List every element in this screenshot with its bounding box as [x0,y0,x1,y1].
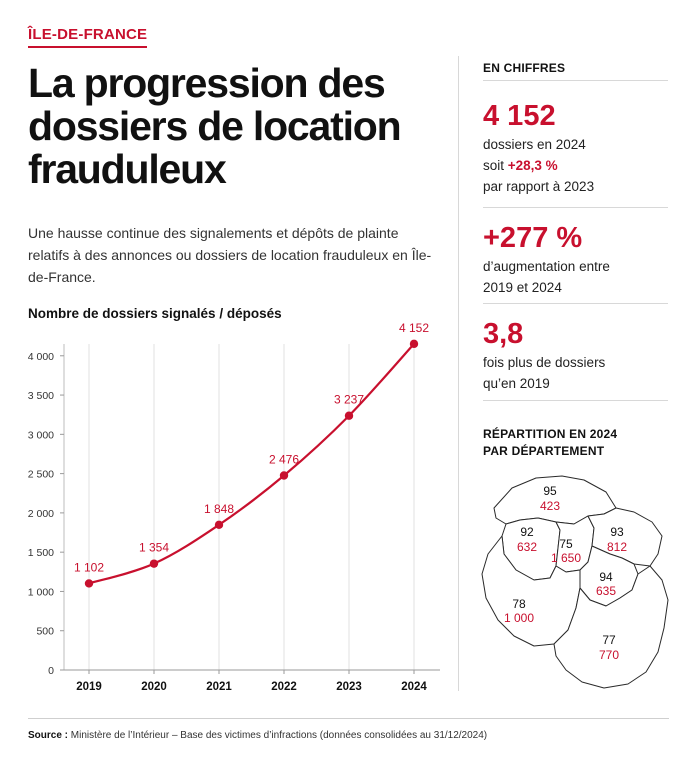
data-point [279,471,289,480]
data-label: 3 237 [334,393,364,407]
data-point [344,411,354,420]
map-heading-line: PAR DÉPARTEMENT [483,444,605,458]
y-tick-label: 2 500 [28,469,54,481]
y-tick-label: 1 000 [28,586,54,598]
department-shape-77 [553,565,669,689]
department-value-93: 812 [607,540,627,554]
sidebar-rule [483,207,668,208]
stat-description: dossiers en 2024 soit +28,3 % par rappor… [483,134,669,197]
stat-description: d’augmentation entre 2019 et 2024 [483,256,669,298]
department-value-92: 632 [517,540,537,554]
stat-block-growth: +277 % d’augmentation entre 2019 et 2024 [483,222,669,298]
data-point [409,339,419,349]
stat-highlight: +28,3 % [507,158,558,173]
y-tick-label: 500 [36,626,54,638]
stat-line: d’augmentation entre [483,259,610,274]
y-tick-label: 4 000 [28,351,54,363]
stat-block-2024: 4 152 dossiers en 2024 soit +28,3 % par … [483,100,669,197]
department-code-75: 75 [559,537,573,551]
department-value-75: 1 650 [551,551,581,565]
x-tick-label: 2023 [336,681,362,693]
department-value-95: 423 [540,499,560,513]
department-code-77: 77 [602,633,616,647]
map-heading-line: RÉPARTITION EN 2024 [483,427,618,441]
data-point [214,520,224,530]
map-heading: RÉPARTITION EN 2024 PAR DÉPARTEMENT [483,426,669,460]
stat-description: fois plus de dossiers qu’en 2019 [483,352,669,394]
stat-block-multiplier: 3,8 fois plus de dossiers qu’en 2019 [483,318,669,394]
y-tick-label: 3 000 [28,429,54,441]
x-tick-label: 2021 [206,681,232,693]
source-label: Source : [28,730,69,741]
source-text: Ministère de l’Intérieur – Base des vict… [68,730,488,741]
department-map: 95 423 92 632 75 1 650 93 812 94 635 78 … [481,475,669,689]
chart-title: Nombre de dossiers signalés / déposés [28,306,282,321]
y-tick-label: 1 500 [28,547,54,559]
page-title: La progression des dossiers de location … [28,60,402,192]
department-code-78: 78 [512,597,526,611]
stat-value: +277 % [483,222,583,254]
x-tick-label: 2020 [141,681,167,693]
series-line [87,342,416,585]
x-tick-label: 2022 [271,681,297,693]
stat-line: 2019 et 2024 [483,280,562,295]
stat-value: 3,8 [483,318,524,350]
data-label: 1 848 [204,502,234,516]
stat-line: fois plus de dossiers [483,355,606,370]
y-tick-label: 2 000 [28,508,54,520]
x-tick-label: 2024 [401,681,427,693]
x-tick-label: 2019 [76,681,102,693]
sidebar-rule [483,80,668,81]
data-point [84,579,94,588]
stat-line: soit +28,3 % [483,155,669,176]
section-kicker: ÎLE-DE-FRANCE [28,26,148,48]
department-code-92: 92 [520,525,534,539]
department-code-95: 95 [543,484,557,498]
stat-value: 4 152 [483,100,556,132]
stat-line: par rapport à 2023 [483,179,595,194]
data-label: 2 476 [269,452,299,466]
lede-paragraph: Une hausse continue des signalements et … [28,225,432,285]
data-label: 1 354 [139,541,169,555]
department-value-94: 635 [596,584,616,598]
department-code-94: 94 [599,570,613,584]
department-code-93: 93 [610,525,624,539]
stat-line: qu’en 2019 [483,376,550,391]
data-label: 4 152 [399,321,429,335]
y-tick-label: 0 [48,665,54,677]
sidebar-heading: EN CHIFFRES [483,61,566,75]
sidebar-rule [483,303,668,304]
data-point [149,559,159,568]
stat-line: dossiers en 2024 [483,137,586,152]
line-chart: 0 500 1 000 1 500 2 000 2 500 3 000 3 500 4 000 2… [28,321,440,693]
department-value-77: 770 [599,648,619,662]
source-note: Source : Ministère de l’Intérieur – Base… [28,730,487,741]
sidebar-rule [483,400,668,401]
stat-line-prefix: soit [483,158,508,173]
vertical-divider [458,56,459,691]
department-value-78: 1 000 [504,611,534,625]
data-label: 1 102 [74,560,104,574]
y-tick-label: 3 500 [28,390,54,402]
source-rule [28,718,669,719]
